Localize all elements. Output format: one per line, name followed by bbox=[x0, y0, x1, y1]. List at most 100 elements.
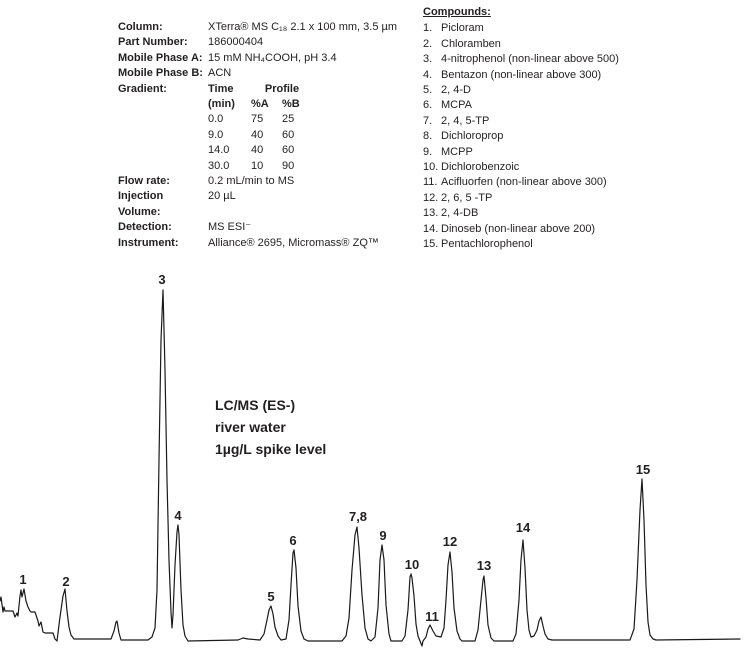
param-label: Injection Volume: bbox=[118, 190, 164, 218]
compound-item: 15. Pentachlorophenol bbox=[423, 237, 619, 252]
compound-name: Dinoseb (non-linear above 200) bbox=[441, 222, 596, 235]
gradient-cell: 30.0 bbox=[208, 159, 230, 172]
gradient-row: 30.0 10 90 bbox=[208, 159, 313, 174]
compound-item: 3. 4-nitrophenol (non-linear above 500) bbox=[423, 52, 619, 67]
annotation-line-3: 1µg/L spike level bbox=[215, 441, 327, 457]
compound-number: 2. bbox=[423, 37, 433, 50]
param-row-instrument: Instrument: Alliance® 2695, Micromass® Z… bbox=[118, 236, 397, 251]
compound-number: 6. bbox=[423, 99, 433, 112]
param-row-detection: Detection: MS ESI⁻ bbox=[118, 220, 397, 235]
compound-number: 7. bbox=[423, 114, 433, 127]
compound-item: 13. 2, 4-DB bbox=[423, 206, 619, 221]
peak-label-9: 9 bbox=[379, 528, 387, 543]
gradient-cell: 9.0 bbox=[208, 128, 224, 141]
peak-label-2: 2 bbox=[62, 574, 70, 589]
compound-name: 2, 4-D bbox=[441, 84, 471, 97]
gradient-cell: 10 bbox=[251, 159, 264, 172]
compound-item: 7. 2, 4, 5-TP bbox=[423, 114, 619, 129]
param-value: 20 µL bbox=[208, 190, 236, 203]
compound-item: 2. Chloramben bbox=[423, 37, 619, 52]
gradient-cell: 0.0 bbox=[208, 113, 224, 126]
compound-number: 4. bbox=[423, 68, 433, 81]
compounds-list: Compounds: 1. Picloram 2. Chloramben 3. 4-nit… bbox=[423, 5, 619, 253]
compound-name: 4-nitrophenol (non-linear above 500) bbox=[441, 53, 619, 66]
compound-number: 9. bbox=[423, 145, 433, 158]
annotation-line-2: river water bbox=[215, 419, 286, 435]
param-value: ACN bbox=[208, 67, 232, 80]
param-label: Flow rate: bbox=[118, 175, 170, 188]
gradient-col-pct-a: %A bbox=[251, 98, 269, 111]
param-label: Gradient: bbox=[118, 82, 167, 95]
peak-label-4: 4 bbox=[174, 508, 182, 523]
param-row-mobile-phase-b: Mobile Phase B: ACN bbox=[118, 66, 397, 81]
compound-name: Acifluorfen (non-linear above 300) bbox=[441, 176, 607, 189]
compound-number: 10. bbox=[423, 161, 439, 174]
gradient-cell: 40 bbox=[251, 128, 264, 141]
gradient-header-row: Time Profile bbox=[208, 82, 313, 97]
param-label: Mobile Phase A: bbox=[118, 51, 203, 64]
gradient-cell: 14.0 bbox=[208, 144, 230, 157]
compound-number: 14. bbox=[423, 222, 439, 235]
compound-name: Dichlorobenzoic bbox=[441, 161, 520, 174]
compound-number: 11. bbox=[423, 176, 438, 189]
param-row-part-number: Part Number: 186000404 bbox=[118, 35, 397, 50]
peak-label-15: 15 bbox=[635, 462, 651, 477]
peak-label-3: 3 bbox=[158, 272, 166, 287]
param-row-gradient: Gradient: Time Profile (min) %A %B 0.0 75… bbox=[118, 82, 397, 174]
peak-label-10: 10 bbox=[404, 557, 420, 572]
gradient-col-min: (min) bbox=[208, 98, 235, 111]
gradient-table: Time Profile (min) %A %B 0.0 75 25 9.0 40 60 1… bbox=[208, 82, 313, 174]
gradient-col-pct-b: %B bbox=[282, 98, 300, 111]
compound-item: 6. MCPA bbox=[423, 98, 619, 113]
compound-name: 2, 4-DB bbox=[441, 207, 479, 220]
peak-label-6: 6 bbox=[289, 533, 297, 548]
compound-name: MCPA bbox=[441, 99, 472, 112]
compound-name: 2, 6, 5 -TP bbox=[441, 191, 493, 204]
param-value: 15 mM NH₄COOH, pH 3.4 bbox=[208, 51, 337, 64]
compounds-items: 1. Picloram 2. Chloramben 3. 4-nitrophenol (n… bbox=[423, 21, 619, 252]
gradient-cell: 25 bbox=[282, 113, 295, 126]
param-value: MS ESI⁻ bbox=[208, 221, 252, 234]
compound-item: 5. 2, 4-D bbox=[423, 83, 619, 98]
peak-label-7-8: 7,8 bbox=[348, 509, 368, 524]
param-row-mobile-phase-a: Mobile Phase A: 15 mM NH₄COOH, pH 3.4 bbox=[118, 51, 397, 66]
compound-name: Pentachlorophenol bbox=[441, 238, 533, 251]
compound-name: MCPP bbox=[441, 145, 473, 158]
gradient-row: 14.0 40 60 bbox=[208, 143, 313, 158]
gradient-row: 9.0 40 60 bbox=[208, 128, 313, 143]
compound-number: 3. bbox=[423, 53, 433, 66]
compound-number: 13. bbox=[423, 207, 439, 220]
compound-number: 12. bbox=[423, 191, 439, 204]
compound-item: 14. Dinoseb (non-linear above 200) bbox=[423, 222, 619, 237]
gradient-cell: 75 bbox=[251, 113, 264, 126]
param-value: Alliance® 2695, Micromass® ZQ™ bbox=[208, 236, 379, 249]
chromatogram-trace bbox=[0, 289, 741, 647]
compound-item: 10. Dichlorobenzoic bbox=[423, 160, 619, 175]
compound-number: 1. bbox=[423, 22, 433, 35]
compound-name: Chloramben bbox=[441, 37, 501, 50]
gradient-cell: 60 bbox=[282, 128, 295, 141]
compound-item: 8. Dichloroprop bbox=[423, 129, 619, 144]
compound-name: Picloram bbox=[441, 22, 484, 35]
compounds-title: Compounds: bbox=[423, 6, 491, 18]
gradient-col-profile: Profile bbox=[264, 82, 300, 95]
annotation-line-1: LC/MS (ES-) bbox=[215, 397, 296, 413]
compound-name: Dichloroprop bbox=[441, 130, 504, 143]
param-value: XTerra® MS C₁₈ 2.1 x 100 mm, 3.5 µm bbox=[208, 21, 397, 33]
compound-number: 15. bbox=[423, 238, 439, 251]
compound-number: 5. bbox=[423, 84, 433, 97]
gradient-cell: 90 bbox=[282, 159, 295, 172]
compound-item: 9. MCPP bbox=[423, 145, 619, 160]
compound-item: 11. Acifluorfen (non-linear above 300) bbox=[423, 175, 619, 190]
method-parameters: Column: XTerra® MS C₁₈ 2.1 x 100 mm, 3.5… bbox=[118, 20, 397, 251]
param-label: Detection: bbox=[118, 221, 172, 234]
peak-label-14: 14 bbox=[515, 520, 531, 535]
compound-name: Bentazon (non-linear above 300) bbox=[441, 68, 602, 81]
param-value: 186000404 bbox=[208, 36, 264, 49]
param-row-column: Column: XTerra® MS C₁₈ 2.1 x 100 mm, 3.5… bbox=[118, 20, 397, 35]
peak-label-12: 12 bbox=[442, 534, 458, 549]
param-label: Instrument: bbox=[118, 236, 179, 249]
